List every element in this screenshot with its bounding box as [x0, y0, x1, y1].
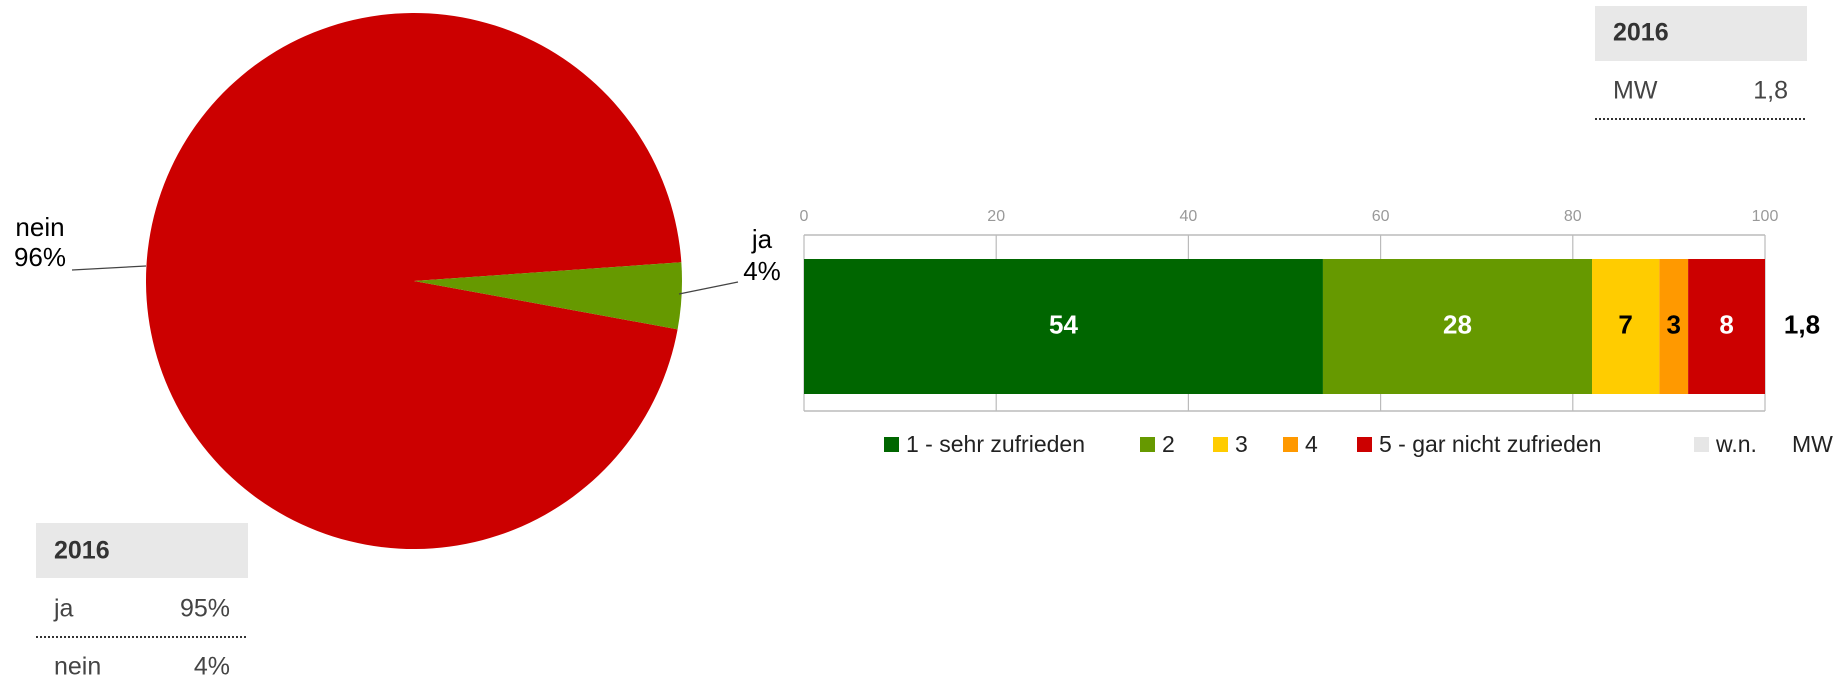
- slice-name: nein: [15, 212, 64, 242]
- mean-label: 1,8: [1784, 309, 1820, 339]
- leader-line: [71, 265, 147, 271]
- legend-label: MW: [1792, 431, 1833, 457]
- x-tick-label: 0: [800, 208, 809, 225]
- legend-swatch: [1694, 437, 1709, 452]
- legend-label: 2: [1162, 431, 1175, 457]
- legend-swatch: [1213, 437, 1228, 452]
- table-header: 2016: [1613, 19, 1669, 47]
- bar-label: 54: [1049, 309, 1078, 339]
- slice-label: 96%: [14, 242, 66, 272]
- table-cell: 1,8: [1753, 77, 1788, 105]
- bar-segment: [804, 259, 1323, 394]
- legend-label: 5 - gar nicht zufrieden: [1379, 431, 1601, 457]
- table-cell: 4%: [194, 653, 230, 681]
- pie-slice: [414, 262, 682, 330]
- bar-segment: [1592, 259, 1660, 394]
- table-header-bg: [1595, 6, 1807, 61]
- pie-slice: [145, 12, 682, 549]
- x-tick-label: 60: [1372, 208, 1390, 225]
- legend-label: 3: [1235, 431, 1248, 457]
- bar-label: 28: [1443, 309, 1472, 339]
- bar-label: 3: [1666, 309, 1680, 339]
- slice-name: ja: [751, 224, 773, 254]
- table-cell: 95%: [180, 595, 230, 623]
- table-cell: MW: [1613, 77, 1658, 105]
- legend-swatch: [1357, 437, 1372, 452]
- bar-segment: [1688, 259, 1765, 394]
- leader-line: [678, 281, 739, 295]
- table-header-bg: [36, 523, 248, 578]
- legend-label: w.n.: [1715, 431, 1757, 457]
- legend-label: 4: [1305, 431, 1318, 457]
- slice-label: 4%: [743, 256, 781, 286]
- table-cell: nein: [54, 653, 101, 681]
- x-tick-label: 20: [987, 208, 1005, 225]
- table-cell: ja: [53, 595, 74, 623]
- x-tick-label: 100: [1752, 208, 1779, 225]
- bar-segment: [1659, 259, 1689, 394]
- bar-label: 8: [1719, 309, 1733, 339]
- bar-label: 7: [1618, 309, 1632, 339]
- legend-swatch: [884, 437, 899, 452]
- table-header: 2016: [54, 537, 110, 565]
- legend-swatch: [1140, 437, 1155, 452]
- legend-swatch: [1283, 437, 1298, 452]
- x-tick-label: 80: [1564, 208, 1582, 225]
- x-tick-label: 40: [1180, 208, 1198, 225]
- legend-label: 1 - sehr zufrieden: [906, 431, 1085, 457]
- bar-segment: [1322, 259, 1593, 394]
